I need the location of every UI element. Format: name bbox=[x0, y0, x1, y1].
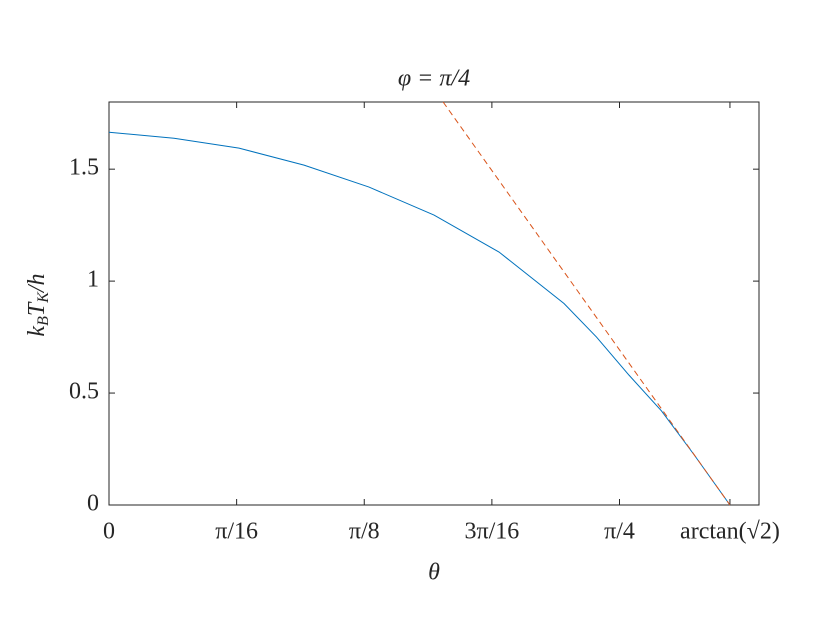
y-tick-label: 1.5 bbox=[69, 155, 99, 181]
data-line bbox=[108, 131, 731, 506]
x-tick-label: π/4 bbox=[604, 519, 635, 545]
plot-area bbox=[108, 101, 760, 506]
y-tick-label: 0.5 bbox=[69, 379, 99, 405]
x-tick-label: arctan(√2) bbox=[680, 519, 780, 545]
chart-title: φ = π/4 bbox=[398, 66, 470, 92]
x-tick-label: π/16 bbox=[215, 519, 258, 545]
y-tick-label: 0 bbox=[87, 491, 99, 517]
y-tick-label: 1 bbox=[87, 267, 99, 293]
x-axis-label: θ bbox=[428, 560, 440, 586]
data-line bbox=[442, 101, 731, 506]
x-tick-label: 0 bbox=[103, 519, 115, 545]
x-tick-label: π/8 bbox=[349, 519, 380, 545]
y-axis-label: kBTK/h bbox=[24, 273, 52, 336]
x-tick-label: 3π/16 bbox=[464, 519, 519, 545]
